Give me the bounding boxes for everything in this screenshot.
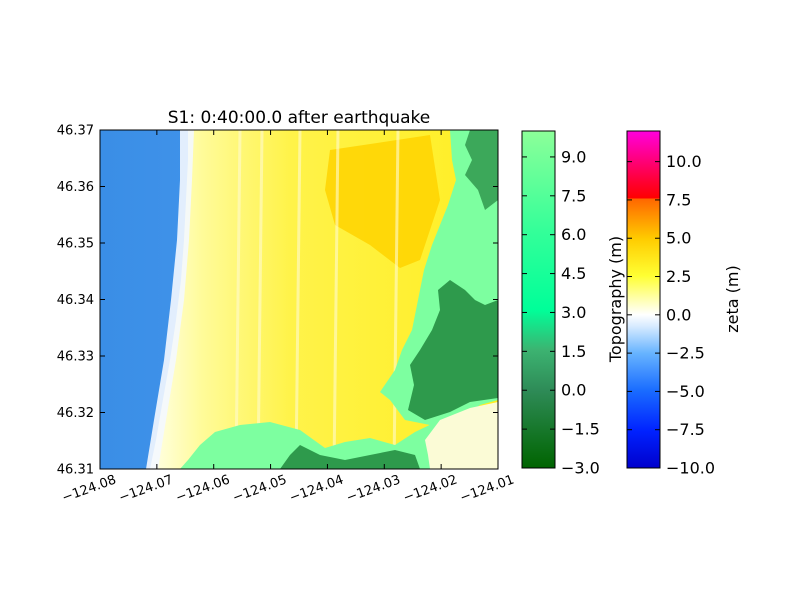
colorbar-tick-label: −3.0 — [561, 459, 600, 478]
y-tick-label: 46.33 — [57, 350, 94, 365]
colorbar-tick-label: 0.0 — [561, 381, 586, 400]
colorbar-tick-label: −5.0 — [666, 382, 705, 401]
topography-colorbar-ticks: 9.0 7.5 6.0 4.5 3.0 1.5 0.0 −1.5 −3.0 — [522, 147, 600, 478]
y-tick-label: 46.36 — [57, 180, 94, 195]
colorbar-tick-label: 1.5 — [561, 342, 586, 361]
deep-flood-patch — [325, 135, 440, 268]
colorbar-tick-label: 7.5 — [561, 186, 586, 205]
colorbar-tick-label: 6.0 — [561, 225, 586, 244]
y-axis: 46.31 46.32 46.33 46.34 46.35 46.36 46.37 — [57, 124, 498, 478]
x-tick-label: −124.02 — [401, 473, 459, 506]
colorbar-tick-label: 3.0 — [561, 303, 586, 322]
zeta-colorbar: 10.0 7.5 5.0 2.5 0.0 −2.5 −5.0 −7.5 −10.0 zeta (… — [626, 130, 742, 478]
colorbar-tick-label: −7.5 — [666, 420, 705, 439]
colorbar-tick-label: 0.0 — [666, 305, 691, 324]
colorbar-tick-label: −2.5 — [666, 344, 705, 363]
x-tick-label: −124.03 — [344, 473, 402, 506]
surf-strip — [146, 130, 194, 469]
topography-colorbar-label: Topography (m) — [606, 236, 625, 363]
colorbar-tick-label: 7.5 — [666, 190, 691, 209]
land-region-south — [180, 405, 498, 469]
colorbar-tick-label: 5.0 — [666, 229, 691, 248]
map-plot-area — [100, 130, 498, 469]
x-tick-label: −124.07 — [117, 473, 175, 506]
sand-patch — [425, 402, 498, 469]
y-tick-label: 46.32 — [57, 406, 94, 421]
zeta-colorbar-fill — [626, 130, 661, 469]
x-tick-label: −124.01 — [458, 473, 516, 506]
land-lowland-south — [280, 445, 420, 469]
colorbar-tick-label: −1.5 — [561, 420, 600, 439]
colorbar-tick-label: 9.0 — [561, 147, 586, 166]
zeta-colorbar-ticks: 10.0 7.5 5.0 2.5 0.0 −2.5 −5.0 −7.5 −10.0 — [627, 152, 715, 478]
x-tick-label: −124.05 — [231, 473, 289, 506]
topography-colorbar: 9.0 7.5 6.0 4.5 3.0 1.5 0.0 −1.5 −3.0 Topography… — [521, 130, 625, 478]
x-tick-label: −124.08 — [60, 473, 118, 506]
colorbar-tick-label: −10.0 — [666, 459, 715, 478]
y-tick-label: 46.31 — [57, 463, 94, 478]
colorbar-tick-label: 4.5 — [561, 264, 586, 283]
topography-colorbar-fill — [521, 130, 556, 469]
y-tick-label: 46.34 — [57, 293, 94, 308]
colorbar-tick-label: 10.0 — [666, 152, 702, 171]
y-tick-label: 46.35 — [57, 237, 94, 252]
x-tick-label: −124.04 — [288, 473, 346, 506]
x-tick-label: −124.06 — [174, 473, 232, 506]
land-hills-north — [465, 130, 498, 210]
flood-streaks — [234, 130, 400, 469]
zeta-colorbar-label: zeta (m) — [723, 265, 742, 332]
land-lowland-east — [408, 280, 498, 420]
y-tick-label: 46.37 — [57, 124, 94, 139]
chart-title: S1: 0:40:00.0 after earthquake — [168, 108, 431, 128]
colorbar-tick-label: 2.5 — [666, 267, 691, 286]
